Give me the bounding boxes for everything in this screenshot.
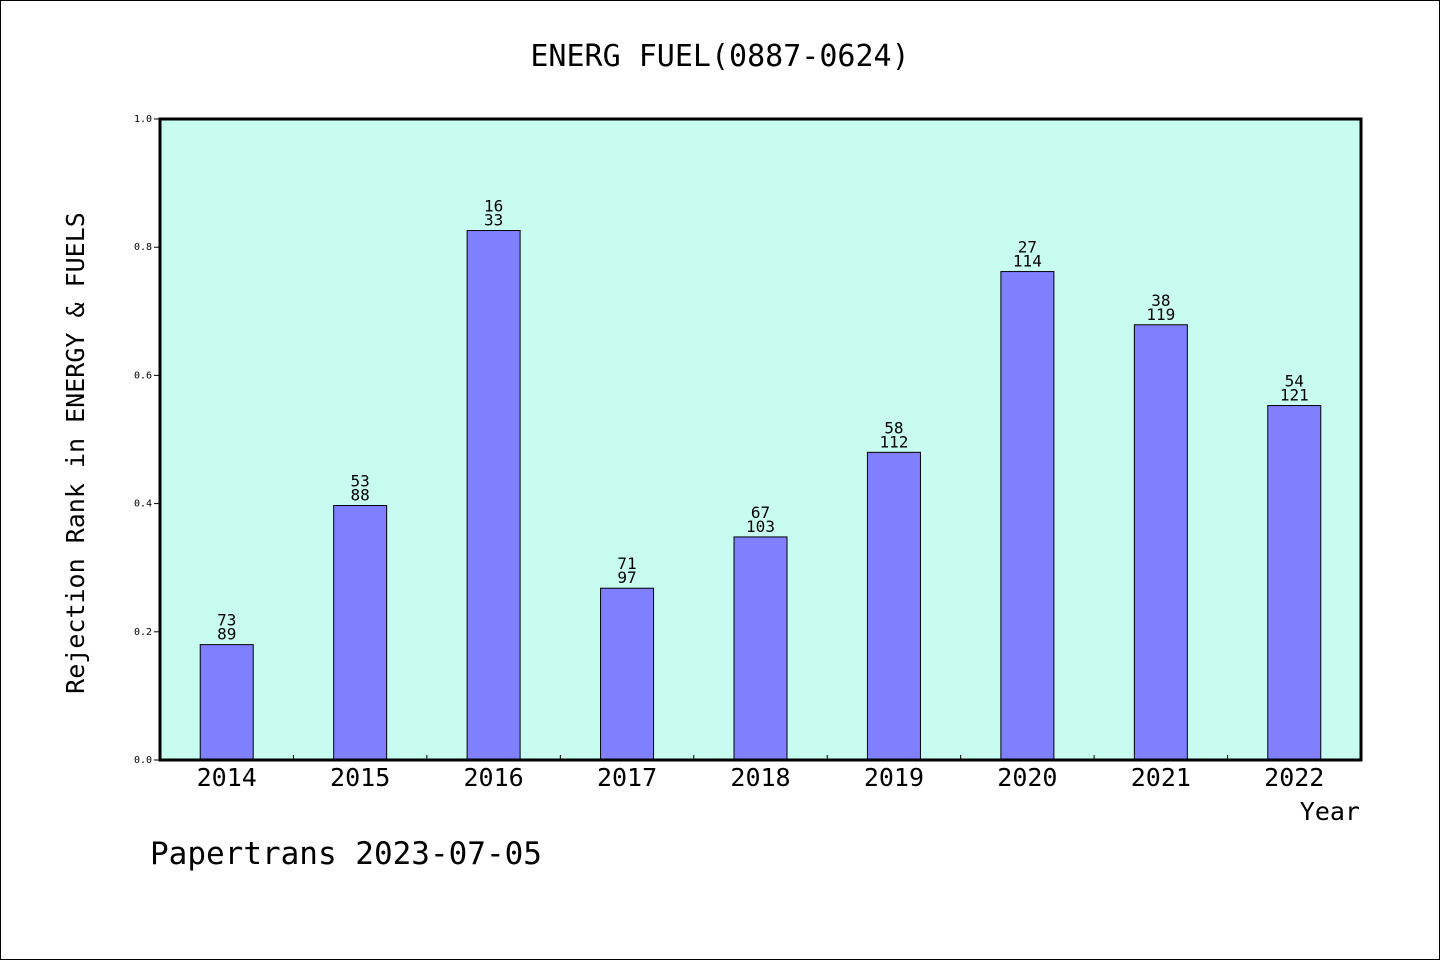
bar-label-top: 27 [1018,238,1037,257]
bar-label-top: 73 [217,611,236,630]
y-tick-label: 0.4 [134,499,152,510]
bar-label-bottom: 97 [617,568,636,587]
x-axis-label: Year [1300,797,1360,826]
chart-title: ENERG FUEL(0887-0624) [530,39,909,74]
bar-2022 [1267,405,1322,761]
bar-label-bottom: 119 [1146,305,1175,324]
bars-group [199,230,1322,761]
bar-2016 [466,230,521,761]
y-tick-label: 0.8 [134,242,152,253]
plot-border [158,117,1363,762]
x-tick-label: 2017 [597,763,657,792]
x-tick-label: 2019 [864,763,924,792]
bar-2017 [600,587,655,761]
y-tick-label: 1.0 [134,114,152,125]
bar-label-bottom: 112 [879,432,908,451]
y-tick-label: 0.0 [134,755,152,766]
bar-label-top: 58 [884,418,903,437]
bar-2015 [333,505,388,761]
y-tick-label: 0.2 [134,627,152,638]
bar-label-top: 38 [1151,291,1170,310]
bar-label-bottom: 33 [484,211,503,230]
bar-2014 [199,644,254,761]
bar-label-top: 54 [1285,372,1304,391]
bar-label-top: 16 [484,197,503,216]
bar-2019 [866,451,921,761]
bar-label-top: 53 [351,472,370,491]
x-tick-label: 2020 [997,763,1057,792]
bar-label-bottom: 88 [351,486,370,505]
y-axis-label: Rejection Rank in ENERGY & FUELS [61,212,90,694]
footer-credit: Papertrans 2023-07-05 [150,836,542,872]
x-tick-label: 2016 [464,763,524,792]
bar-2018 [733,536,788,761]
bar-label-top: 71 [617,554,636,573]
x-tick-label: 2018 [730,763,790,792]
x-tick-label: 2014 [197,763,257,792]
x-axis: 2014 2015 2016 2017 2018 2019 2020 2021 2022 [197,755,1324,792]
bar-label-bottom: 103 [746,517,775,536]
bar-label-bottom: 121 [1280,386,1309,405]
bar-label-bottom: 114 [1013,252,1042,271]
x-tick-label: 2021 [1131,763,1191,792]
y-tick-label: 0.6 [134,370,152,381]
bar-2021 [1133,324,1188,761]
y-axis: 0.0 0.2 0.4 0.6 0.8 1.0 [134,114,160,766]
bar-2020 [1000,271,1055,761]
bar-label-bottom: 89 [217,625,236,644]
bar-label-top: 67 [751,503,770,522]
x-tick-label: 2015 [330,763,390,792]
x-tick-label: 2022 [1264,763,1324,792]
